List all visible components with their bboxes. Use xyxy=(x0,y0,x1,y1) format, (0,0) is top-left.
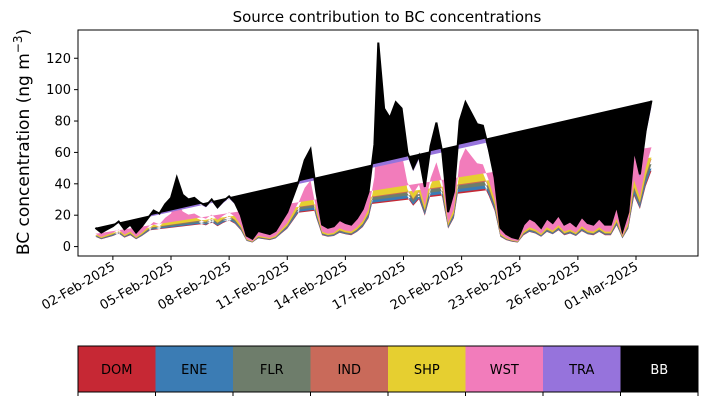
y-axis-label: BC concentration (ng m−3) xyxy=(11,29,34,255)
legend-swatch-dom xyxy=(78,346,156,392)
legend-swatch-shp xyxy=(388,346,466,392)
y-axis-ticks: 0 20 40 60 80 100 120 xyxy=(46,52,78,255)
area-bb xyxy=(95,42,652,239)
legend-label-tra: TRA xyxy=(568,363,594,378)
legend-swatch-ene xyxy=(155,346,233,392)
legend-label-ind: IND xyxy=(337,363,361,378)
y-axis-label-exponent: −3 xyxy=(11,35,25,53)
legend-swatch-tra xyxy=(543,346,621,392)
total-bc-line xyxy=(94,42,653,240)
legend-label-shp: SHP xyxy=(414,363,440,378)
legend-label-flr: FLR xyxy=(260,363,284,378)
legend-swatch-flr xyxy=(233,346,311,392)
x-axis-ticks: 02-Feb-202505-Feb-202508-Feb-202511-Feb-… xyxy=(39,256,641,314)
legend-label-ene: ENE xyxy=(181,363,207,378)
y-tick-label: 120 xyxy=(46,52,71,67)
y-tick-label: 0 xyxy=(63,240,71,255)
y-tick-label: 80 xyxy=(54,115,71,130)
legend-label-bb: BB xyxy=(650,363,668,378)
legend-swatch-bb xyxy=(620,346,698,392)
legend-label-wst: WST xyxy=(490,363,519,378)
y-tick-label: 40 xyxy=(54,177,71,192)
legend-swatch-ind xyxy=(310,346,388,392)
y-tick-label: 100 xyxy=(46,83,71,98)
legend-label-dom: DOM xyxy=(101,363,132,378)
chart-title: Source contribution to BC concentrations xyxy=(233,8,542,26)
legend-swatch-wst xyxy=(465,346,543,392)
stacked-areas xyxy=(95,42,652,243)
plot-frame xyxy=(77,29,699,257)
legend-colorbar: DOM ENE FLR IND SHP WST TRA BB xyxy=(77,345,699,396)
y-tick-label: 60 xyxy=(54,146,71,161)
y-tick-label: 20 xyxy=(54,209,71,224)
y-axis-label-main: BC concentration (ng m xyxy=(14,53,34,255)
y-axis-label-close: ) xyxy=(14,29,34,36)
y-axis-label-text: BC concentration (ng m−3) xyxy=(11,29,34,255)
